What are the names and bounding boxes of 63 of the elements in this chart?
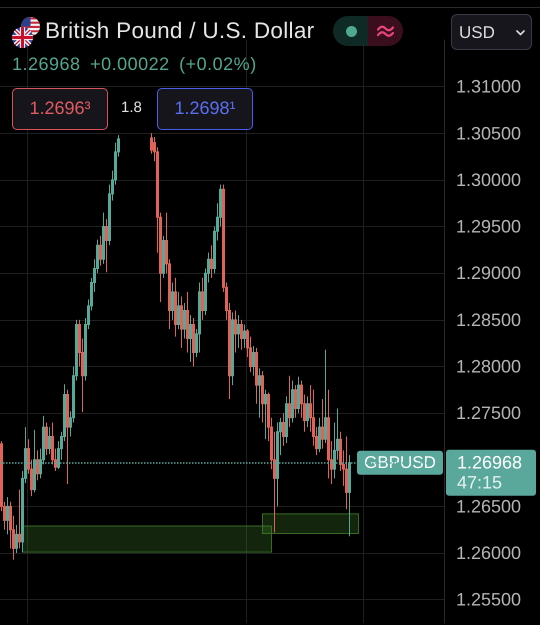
candlestick — [162, 235, 165, 278]
y-tick-label: 1.26000 — [456, 543, 522, 564]
y-tick-label: 1.28500 — [456, 310, 522, 330]
y-tick-label: 1.25500 — [456, 590, 522, 610]
price-box: 1.2698¹ — [157, 88, 253, 130]
annotation: 1.8 — [121, 99, 142, 117]
candlestick — [45, 422, 48, 456]
y-tick-label: 1.29500 — [456, 216, 522, 237]
candlestick — [171, 282, 174, 320]
candlestick — [210, 244, 213, 278]
candlestick — [201, 277, 204, 320]
candlestick — [258, 368, 261, 418]
candlestick — [243, 324, 246, 348]
candlestick — [6, 496, 9, 535]
y-tick-label: 1.30500 — [456, 123, 522, 144]
candlestick — [105, 218, 108, 273]
candlestick — [291, 380, 294, 423]
candlestick — [186, 291, 189, 353]
ref-line-label: GBPUSD — [364, 453, 436, 472]
y-tick-label: 1.28000 — [456, 356, 522, 376]
candlestick — [285, 396, 288, 444]
candlestick — [192, 317, 195, 367]
candlestick — [231, 312, 234, 386]
candlestick — [345, 436, 348, 510]
candlestick — [102, 212, 105, 264]
candlestick — [282, 412, 285, 446]
candlestick — [321, 398, 324, 450]
candlestick — [288, 375, 291, 428]
price-box: 1.2696³ — [12, 88, 108, 130]
candlestick — [306, 396, 309, 428]
candlestick — [177, 291, 180, 330]
y-tick-label: 1.29000 — [456, 263, 522, 284]
candlestick — [237, 314, 240, 348]
candlestick — [297, 376, 300, 414]
candlestick — [36, 450, 39, 481]
candlestick — [294, 384, 297, 418]
candlestick — [318, 417, 321, 453]
candlestick — [252, 345, 255, 376]
chart-title: British Pound / U.S. Dollar — [45, 17, 314, 44]
candlestick — [240, 319, 243, 350]
text: 1.26968 +0.00022 (+0.02%) — [12, 54, 257, 75]
y-tick-label: 1.31000 — [456, 76, 522, 97]
candlestick — [99, 235, 102, 266]
text: 1.26968 — [457, 452, 522, 473]
candlestick — [264, 389, 267, 440]
candlestick — [234, 310, 237, 353]
text: 47:15 — [457, 472, 502, 493]
candlestick — [324, 349, 327, 444]
y-tick-label: 1.30000 — [456, 170, 522, 190]
candlestick — [255, 347, 258, 404]
candlestick — [48, 426, 51, 455]
candlestick — [183, 302, 186, 339]
candlestick — [174, 277, 177, 338]
candlestick — [180, 296, 183, 348]
candlestick — [198, 282, 201, 353]
y-tick-label: 1.27500 — [456, 403, 522, 424]
candlestick — [189, 314, 192, 362]
y-tick-label: 1.26500 — [456, 496, 522, 516]
candlestick — [18, 489, 21, 549]
candlestick — [66, 389, 69, 485]
candlestick — [261, 370, 264, 423]
dropdown: USD — [451, 14, 532, 50]
candlestick — [15, 524, 18, 554]
